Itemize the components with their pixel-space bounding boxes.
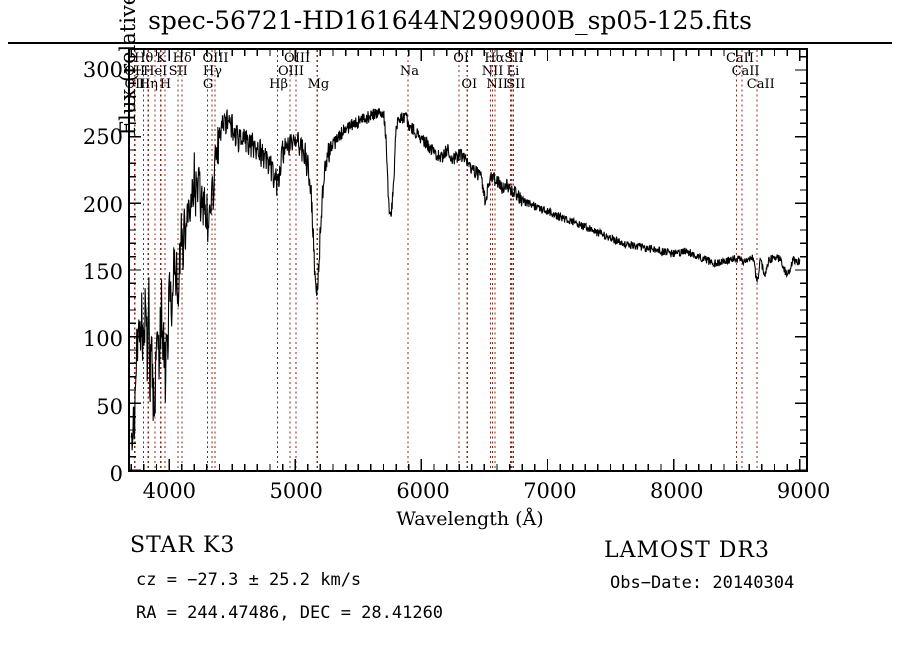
y-axis-label: Flux (relative)	[116, 0, 140, 136]
observation-date: Obs−Date: 20140304	[610, 573, 795, 593]
spectral-line-label: OIII	[277, 64, 305, 79]
survey-name: LAMOST DR3	[604, 538, 770, 563]
spectral-line-label: Hδ	[172, 51, 192, 66]
spectral-line-label: G	[202, 77, 214, 92]
radial-velocity: cz = −27.3 ± 25.2 km/s	[136, 570, 362, 590]
spectral-line-label: H	[159, 77, 172, 92]
spectral-line-label: Li	[506, 64, 520, 79]
spectral-line-label: K	[156, 51, 166, 66]
y-tick-label: 200	[82, 192, 123, 217]
spectral-line-label: SII	[506, 77, 526, 92]
spectral-line-label: NII	[481, 64, 504, 79]
spectral-line-label: SII	[168, 64, 188, 79]
spectral-line-label: NII	[486, 77, 508, 92]
spectral-line-label: OIII	[202, 51, 229, 66]
spectral-line-label: CaII	[746, 77, 775, 92]
spectral-line-label: SII	[504, 51, 524, 66]
coordinates: RA = 244.47486, DEC = 28.41260	[136, 603, 444, 623]
spectral-line-label: Hα	[484, 51, 505, 66]
title-divider	[8, 42, 892, 44]
spectrum-canvas	[130, 50, 806, 470]
spectral-line-label: CaII	[725, 51, 754, 66]
spectral-line-label: Hβ	[269, 77, 288, 92]
x-tick-label: 6000	[396, 479, 450, 503]
spectral-line-label: Mg	[307, 77, 330, 92]
y-tick-label: 300	[82, 58, 123, 83]
spectral-line-label: OII	[124, 77, 146, 92]
spectral-line-label: OII	[124, 64, 146, 79]
spectral-line-label: Hγ	[202, 64, 223, 79]
x-axis-label: Wavelength (Å)	[396, 508, 544, 530]
x-tick-label: 4000	[142, 479, 197, 503]
spectral-line-label: Hη	[138, 77, 158, 92]
spectral-line-label: CaII	[731, 64, 760, 79]
spectral-line-label: OI	[453, 51, 470, 66]
y-tick-label: 50	[96, 394, 123, 419]
object-class-type: STAR K3	[130, 533, 236, 558]
y-tick-label: 0	[109, 462, 123, 486]
spectral-line-label: OI	[461, 77, 478, 92]
spectral-line-label: HeI	[143, 64, 168, 79]
page-title: spec-56721-HD161644N290900B_sp05-125.fit…	[148, 6, 752, 35]
x-tick-label: 5000	[269, 479, 323, 503]
y-tick-label: 100	[82, 327, 123, 352]
y-tick-label: 250	[82, 125, 123, 150]
spectral-line-label: Na	[399, 64, 420, 79]
spectral-line-label: Hθ	[134, 51, 154, 66]
spectrum-plot: OII OII Hθ Hη HeI K H Hδ SII Hγ G OIII Hβ OIII OIII Mg N…	[83, 0, 830, 530]
x-tick-label: 9000	[776, 479, 831, 503]
y-tick-label: 150	[82, 260, 123, 285]
x-tick-label: 7000	[523, 479, 577, 503]
x-tick-label: 8000	[650, 479, 704, 503]
spectral-line-label: OIII	[284, 51, 311, 66]
